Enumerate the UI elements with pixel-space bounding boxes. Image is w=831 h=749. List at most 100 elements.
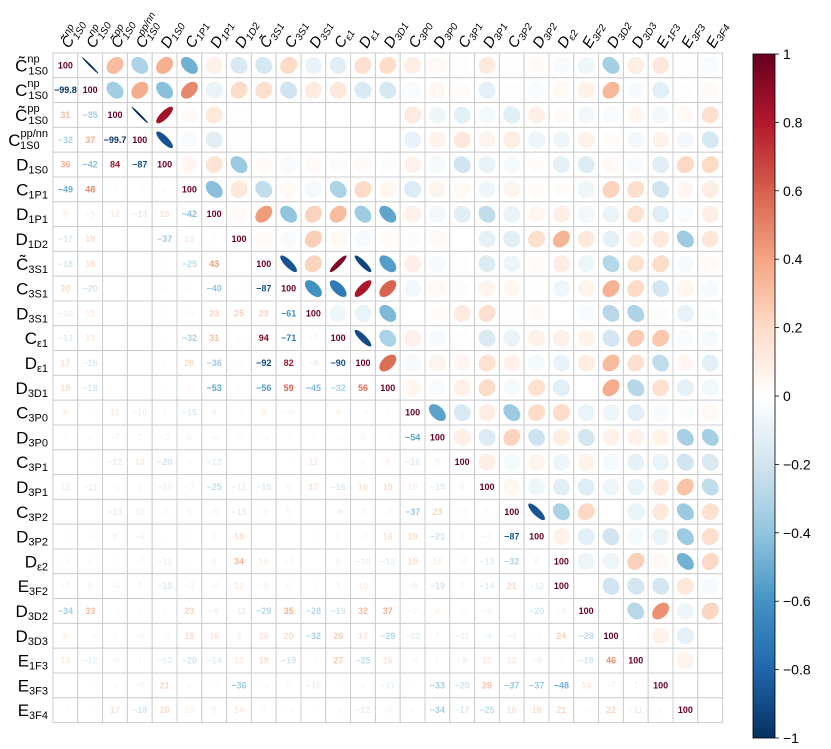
correlation-ellipse bbox=[676, 453, 694, 471]
correlation-value: −5 bbox=[159, 432, 169, 442]
correlation-ellipse bbox=[329, 230, 347, 248]
correlation-value: 21 bbox=[556, 705, 566, 715]
correlation-ellipse bbox=[552, 453, 570, 471]
correlation-ellipse bbox=[577, 329, 595, 347]
column-label: C̃np1S0 bbox=[56, 15, 89, 52]
correlation-ellipse bbox=[652, 577, 670, 595]
correlation-value: −33 bbox=[430, 680, 445, 690]
correlation-ellipse bbox=[652, 304, 670, 322]
row-label: D3P0 bbox=[16, 428, 48, 449]
matrix-cell bbox=[325, 647, 352, 674]
correlation-ellipse bbox=[676, 577, 694, 595]
correlation-ellipse bbox=[478, 230, 496, 248]
correlation-value: 0 bbox=[112, 333, 117, 343]
correlation-ellipse bbox=[428, 354, 446, 372]
correlation-value: −7 bbox=[308, 333, 318, 343]
correlation-value: 17 bbox=[60, 358, 70, 368]
correlation-ellipse bbox=[627, 255, 645, 273]
matrix-cell bbox=[523, 697, 550, 724]
correlation-ellipse bbox=[329, 304, 347, 322]
correlation-value: −34 bbox=[430, 705, 445, 715]
correlation-value: 0 bbox=[385, 581, 390, 591]
correlation-value: −15 bbox=[430, 482, 445, 492]
correlation-value: 23 bbox=[259, 308, 269, 318]
correlation-value: −10 bbox=[355, 556, 370, 566]
correlation-ellipse bbox=[676, 329, 694, 347]
matrix-cell bbox=[424, 672, 451, 699]
matrix-cell bbox=[226, 449, 252, 476]
correlation-value: 10 bbox=[184, 705, 194, 715]
correlation-ellipse bbox=[676, 602, 694, 620]
correlation-value: 7 bbox=[137, 432, 142, 442]
correlation-value: −11 bbox=[232, 482, 247, 492]
correlation-value: 18 bbox=[85, 259, 95, 269]
correlation-ellipse bbox=[701, 81, 719, 99]
correlation-ellipse bbox=[652, 280, 670, 298]
row-label: C̃np 1S0 bbox=[15, 53, 48, 77]
matrix-cell bbox=[201, 498, 228, 525]
correlation-value: −25 bbox=[207, 482, 222, 492]
correlation-value: −14 bbox=[207, 656, 222, 666]
correlation-ellipse bbox=[701, 304, 719, 322]
matrix-cell bbox=[275, 647, 302, 674]
correlation-value: 0 bbox=[112, 259, 117, 269]
matrix-cell bbox=[498, 672, 525, 699]
correlation-value: −28 bbox=[306, 606, 321, 616]
matrix-cell bbox=[449, 622, 476, 649]
matrix-cell bbox=[77, 424, 104, 451]
correlation-ellipse bbox=[379, 354, 397, 372]
correlation-ellipse bbox=[205, 131, 223, 149]
correlation-value: 18 bbox=[184, 631, 194, 641]
matrix-cell bbox=[126, 449, 153, 476]
correlation-value: 3 bbox=[311, 532, 316, 542]
correlation-value: 4 bbox=[286, 432, 291, 442]
correlation-value: −3 bbox=[60, 705, 70, 715]
matrix-cell bbox=[151, 300, 178, 327]
matrix-cell bbox=[226, 523, 252, 550]
correlation-value: −13 bbox=[479, 556, 494, 566]
correlation-ellipse bbox=[230, 180, 248, 198]
correlation-value: 0 bbox=[137, 259, 142, 269]
correlation-ellipse bbox=[528, 478, 546, 496]
correlation-value: 59 bbox=[284, 383, 294, 393]
correlation-value: 100 bbox=[132, 135, 147, 145]
correlation-ellipse bbox=[428, 156, 446, 174]
correlation-value: −4 bbox=[283, 705, 293, 715]
matrix-cell bbox=[374, 102, 401, 128]
correlation-value: −37 bbox=[405, 507, 420, 517]
correlation-ellipse bbox=[503, 329, 521, 347]
matrix-cell bbox=[250, 523, 277, 550]
correlation-value: −54 bbox=[405, 432, 420, 442]
correlation-value: 100 bbox=[504, 507, 519, 517]
correlation-ellipse bbox=[528, 404, 546, 422]
correlation-value: −19 bbox=[281, 656, 296, 666]
correlation-ellipse bbox=[354, 255, 372, 273]
correlation-value: 100 bbox=[554, 581, 569, 591]
correlation-value: 5 bbox=[112, 631, 117, 641]
correlation-value: 6 bbox=[286, 581, 291, 591]
correlation-value: 100 bbox=[58, 60, 73, 70]
matrix-cell bbox=[226, 474, 252, 500]
correlation-value: 10 bbox=[135, 507, 145, 517]
correlation-value: 0 bbox=[137, 383, 142, 393]
correlation-value: −18 bbox=[83, 383, 98, 393]
matrix-cell bbox=[697, 622, 724, 649]
matrix-cell bbox=[697, 672, 724, 699]
correlation-value: 8 bbox=[236, 631, 241, 641]
correlation-ellipse bbox=[627, 329, 645, 347]
correlation-ellipse bbox=[230, 81, 248, 99]
correlation-ellipse bbox=[131, 106, 149, 124]
correlation-ellipse bbox=[528, 106, 546, 124]
row-label: D1D2 bbox=[16, 230, 48, 251]
matrix-cell bbox=[498, 523, 525, 550]
correlation-ellipse bbox=[503, 56, 521, 74]
matrix-cell bbox=[474, 697, 500, 724]
correlation-ellipse bbox=[552, 404, 570, 422]
correlation-value: −87 bbox=[132, 160, 147, 170]
correlation-value: 4 bbox=[162, 606, 167, 616]
correlation-ellipse bbox=[577, 56, 595, 74]
matrix-cell bbox=[449, 672, 476, 699]
matrix-cell bbox=[300, 126, 327, 153]
correlation-ellipse bbox=[304, 230, 322, 248]
correlation-value: −9 bbox=[209, 507, 219, 517]
